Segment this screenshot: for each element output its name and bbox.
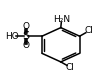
Text: HO: HO [5, 32, 19, 41]
Text: H₂N: H₂N [53, 15, 70, 24]
Text: O: O [22, 22, 29, 31]
Text: O: O [22, 41, 29, 50]
Text: Cl: Cl [84, 26, 93, 35]
Text: Cl: Cl [65, 63, 74, 72]
Text: S: S [22, 31, 29, 41]
